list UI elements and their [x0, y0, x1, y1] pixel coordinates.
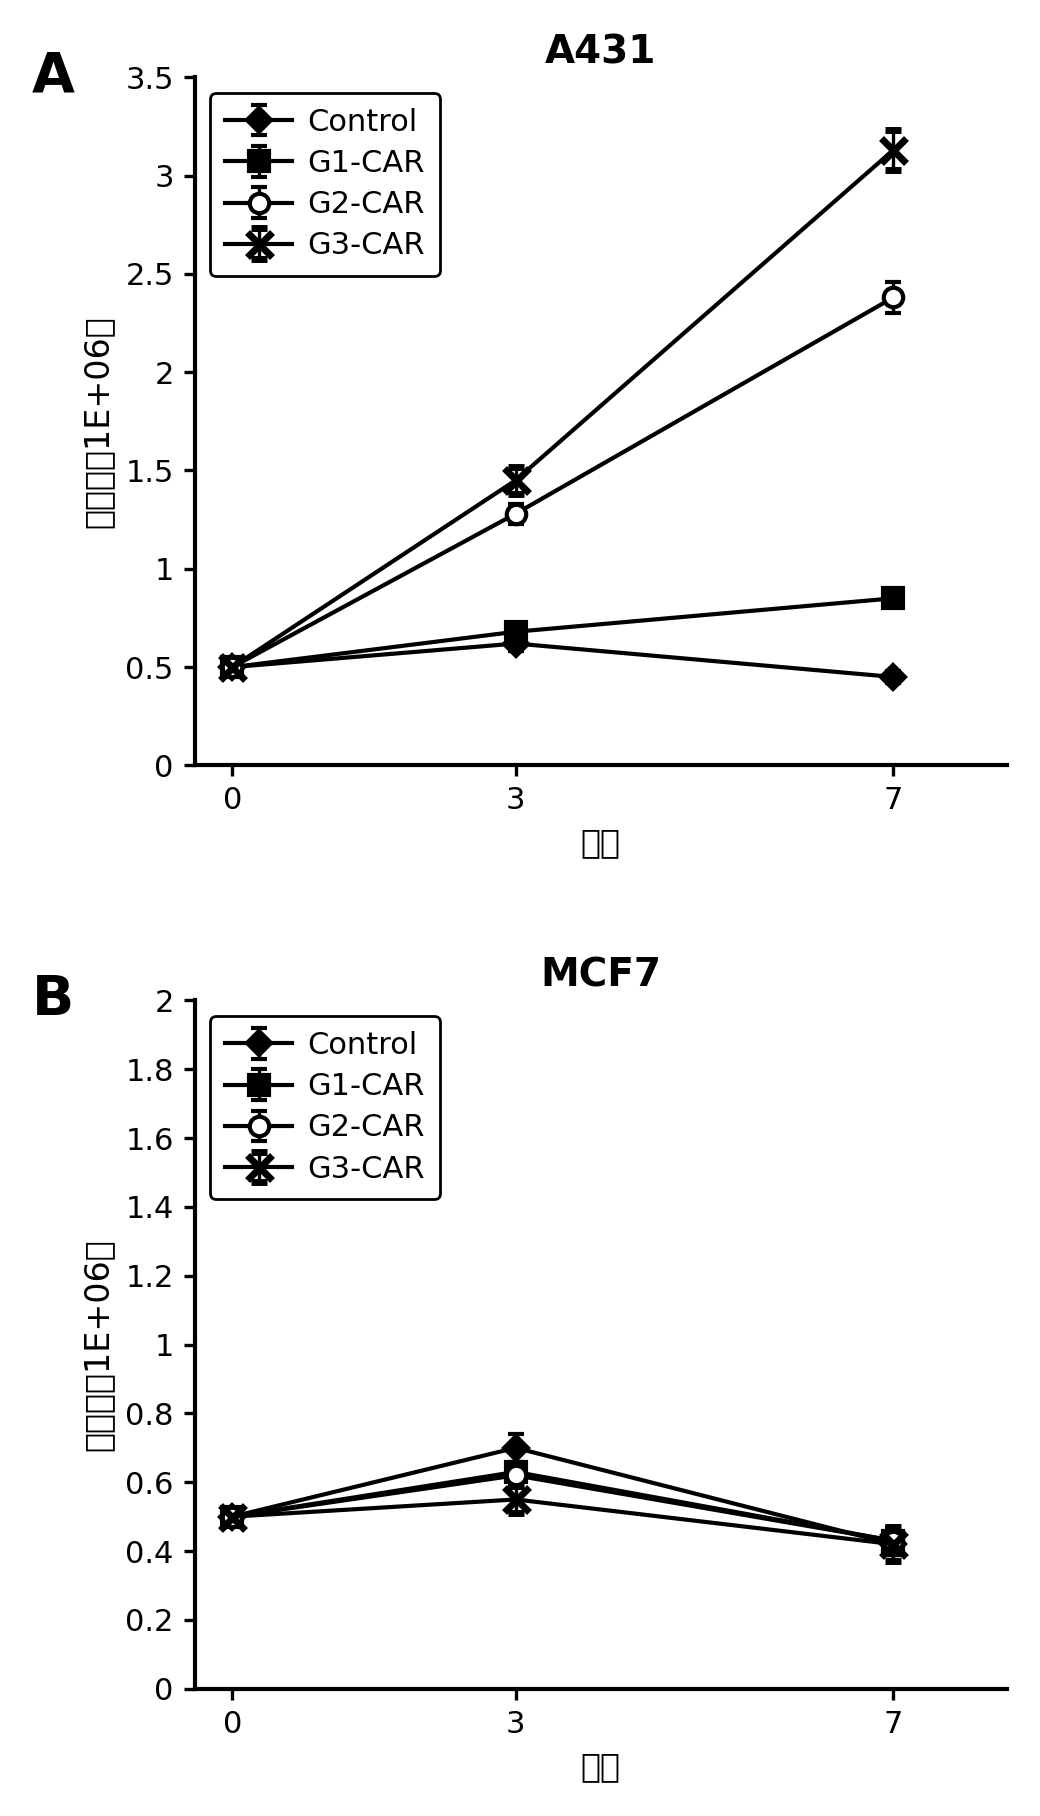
Y-axis label: 细胞数（1E+06）: 细胞数（1E+06）	[81, 1239, 114, 1451]
Title: A431: A431	[545, 33, 656, 71]
Legend: Control, G1-CAR, G2-CAR, G3-CAR: Control, G1-CAR, G2-CAR, G3-CAR	[210, 93, 441, 276]
Y-axis label: 细胞数（1E+06）: 细胞数（1E+06）	[81, 314, 114, 528]
X-axis label: 天数: 天数	[580, 1749, 621, 1783]
Text: A: A	[32, 49, 75, 104]
X-axis label: 天数: 天数	[580, 826, 621, 859]
Legend: Control, G1-CAR, G2-CAR, G3-CAR: Control, G1-CAR, G2-CAR, G3-CAR	[210, 1015, 441, 1199]
Text: B: B	[32, 973, 74, 1028]
Title: MCF7: MCF7	[540, 957, 661, 995]
